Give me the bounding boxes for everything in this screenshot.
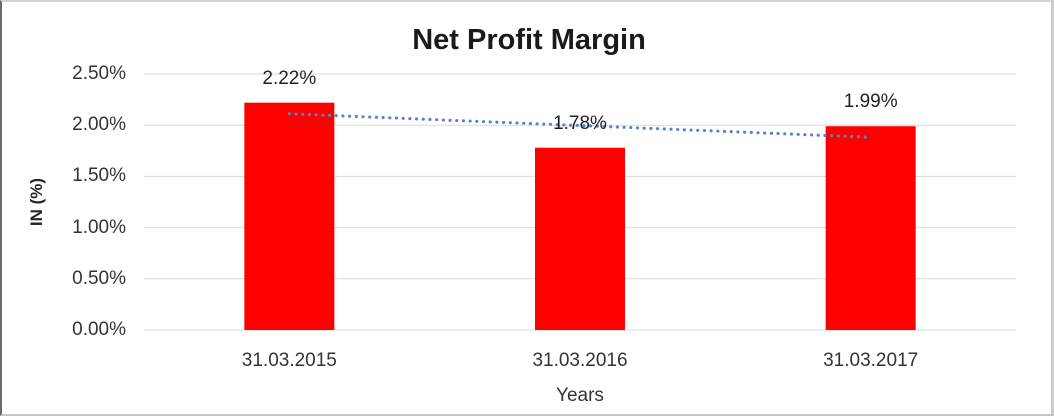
bar-31.03.2015 <box>244 102 335 330</box>
y-tick-label: 2.50% <box>72 63 126 84</box>
y-tick-label: 0.50% <box>72 267 126 289</box>
x-tick-label: 31.03.2016 <box>532 350 628 371</box>
chart-title: Net Profit Margin <box>412 24 646 56</box>
y-tick-label: 1.50% <box>72 165 126 187</box>
y-tick-label: 0.00% <box>72 319 126 340</box>
data-label: 1.99% <box>843 91 898 113</box>
y-axis-title: IN (%) <box>27 177 46 227</box>
data-label: 1.78% <box>553 112 607 134</box>
x-tick-label: 31.03.2015 <box>241 350 337 371</box>
x-axis-title: Years <box>556 385 604 406</box>
data-label: 2.22% <box>262 67 317 89</box>
y-tick-label: 2.00% <box>72 114 126 136</box>
x-tick-label: 31.03.2017 <box>823 350 919 371</box>
bar-31.03.2017 <box>825 126 916 330</box>
y-tick-label: 1.00% <box>72 216 126 238</box>
bar-31.03.2016 <box>535 147 625 330</box>
